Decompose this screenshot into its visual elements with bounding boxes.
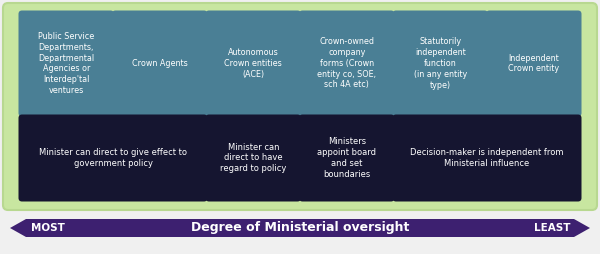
Text: Minister can
direct to have
regard to policy: Minister can direct to have regard to po… — [220, 143, 286, 173]
FancyBboxPatch shape — [3, 3, 597, 210]
FancyBboxPatch shape — [19, 10, 114, 117]
Polygon shape — [574, 219, 590, 237]
Text: Independent
Crown entity: Independent Crown entity — [508, 54, 559, 73]
Text: Crown Agents: Crown Agents — [132, 59, 188, 68]
Text: Statutorily
independent
function
(in any entity
type): Statutorily independent function (in any… — [413, 38, 467, 89]
FancyBboxPatch shape — [112, 10, 208, 117]
FancyBboxPatch shape — [299, 10, 395, 117]
Text: Degree of Ministerial oversight: Degree of Ministerial oversight — [191, 221, 409, 234]
Text: LEAST: LEAST — [534, 223, 570, 233]
FancyBboxPatch shape — [19, 115, 208, 201]
Text: Ministers
appoint board
and set
boundaries: Ministers appoint board and set boundari… — [317, 137, 376, 179]
Text: Public Service
Departments,
Departmental
Agencies or
Interdep'tal
ventures: Public Service Departments, Departmental… — [38, 32, 94, 95]
FancyBboxPatch shape — [205, 10, 301, 117]
Text: Decision-maker is independent from
Ministerial influence: Decision-maker is independent from Minis… — [410, 148, 564, 168]
FancyBboxPatch shape — [486, 10, 581, 117]
FancyBboxPatch shape — [392, 115, 581, 201]
Bar — [26, 219, 574, 237]
Polygon shape — [10, 219, 26, 237]
Text: Crown-owned
company
forms (Crown
entity co, SOE,
sch 4A etc): Crown-owned company forms (Crown entity … — [317, 38, 376, 89]
FancyBboxPatch shape — [299, 115, 395, 201]
Text: MOST: MOST — [31, 223, 65, 233]
Text: Autonomous
Crown entities
(ACE): Autonomous Crown entities (ACE) — [224, 48, 282, 79]
Text: Minister can direct to give effect to
government policy: Minister can direct to give effect to go… — [39, 148, 187, 168]
FancyBboxPatch shape — [392, 10, 488, 117]
FancyBboxPatch shape — [205, 115, 301, 201]
